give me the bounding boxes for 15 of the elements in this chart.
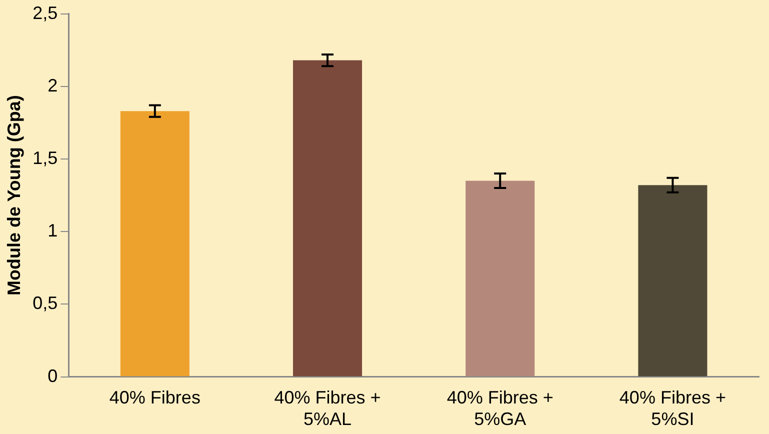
bar [638, 185, 708, 376]
y-tick-label: 0 [48, 366, 58, 386]
bar [466, 180, 535, 376]
x-tick-label: 40% Fibres + 5%GA [446, 388, 554, 430]
y-tick-label: 1,5 [32, 148, 58, 168]
x-tick-label: 40% Fibres [109, 388, 200, 408]
x-tick-label: 40% Fibres + 5%SI [619, 388, 726, 430]
y-tick-label: 0,5 [32, 293, 58, 314]
y-tick-label: 2,5 [32, 2, 58, 23]
y-axis-title: Module de Young (Gpa) [4, 95, 24, 296]
y-tick-label: 1 [48, 220, 58, 241]
bar [120, 111, 190, 376]
x-tick-label: 40% Fibres + 5%AL [274, 388, 381, 430]
y-tick-label: 2 [48, 75, 58, 96]
bar [292, 60, 362, 376]
